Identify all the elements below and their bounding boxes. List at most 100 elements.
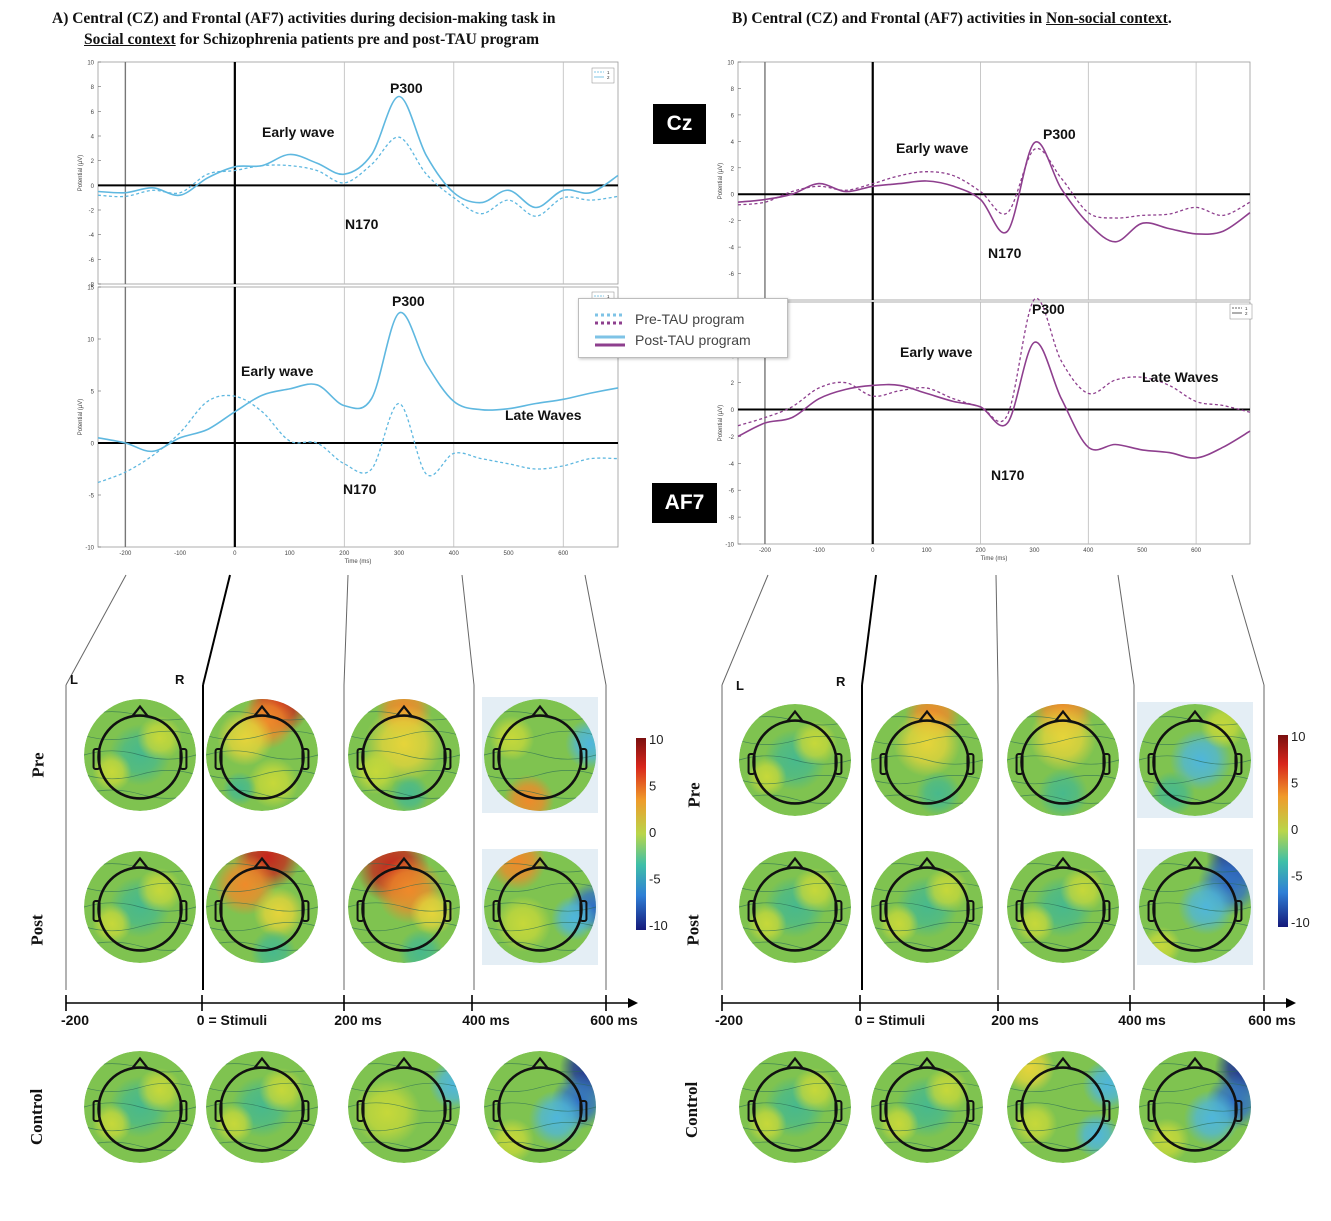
topomap-contour: [739, 882, 851, 892]
topomap-fill: [206, 699, 318, 811]
topomap-blob: [1015, 904, 1055, 944]
topomap-blob: [214, 853, 276, 916]
head-outline: [1152, 866, 1238, 952]
zoom-guide-line: [1231, 574, 1265, 686]
topomap-contour: [1139, 755, 1251, 765]
topomap-fill: [739, 1051, 851, 1163]
colorbar-b: 10 5 0 -5 -10: [1278, 729, 1310, 930]
topomap-contour: [1139, 1082, 1251, 1092]
chart-annotation: P300: [390, 80, 423, 96]
topomap-blob: [353, 1079, 421, 1147]
topomap-blob: [489, 715, 535, 761]
head-nose: [1186, 709, 1204, 723]
head-right-ear: [1102, 900, 1111, 922]
topomap-blob: [896, 1076, 958, 1138]
topomap-base: [484, 851, 596, 963]
chart-y-tick: 2: [731, 166, 735, 172]
topomap-fill: [1139, 851, 1251, 963]
chart-annotation: Early wave: [896, 140, 969, 156]
head-left-ear: [879, 753, 888, 775]
topomap-blob: [551, 1073, 596, 1130]
timeline-label: -200: [715, 1012, 743, 1028]
electrode-af7-label: AF7: [664, 491, 705, 514]
topomap-blob: [137, 867, 183, 913]
topomap-fill: [1007, 1051, 1119, 1163]
head-outline: [497, 1066, 583, 1152]
electrode-cz-label: Cz: [666, 112, 693, 135]
topomap-blob: [489, 851, 546, 891]
topomap-blob: [1029, 704, 1097, 772]
topomap-contour: [1139, 863, 1251, 873]
topomap-contour: [484, 863, 596, 873]
topomap-contour: [348, 941, 460, 951]
colorbar-rect: [636, 738, 646, 930]
topomap-contour: [84, 750, 196, 760]
head-right-ear: [1102, 753, 1111, 775]
chart-x-tick: 400: [449, 551, 460, 557]
head-outline: [752, 719, 838, 805]
topomap-contour: [206, 922, 318, 932]
topomap-fill: [739, 704, 851, 816]
panel-a-heading-line2: for Schizophrenia patients pre and post-…: [175, 31, 539, 48]
head-left-ear: [492, 900, 501, 922]
head-outline: [1152, 719, 1238, 805]
topomap-contour: [348, 750, 460, 760]
topomap-base: [1139, 704, 1251, 816]
topomap-blob: [214, 1104, 254, 1144]
hemisphere-label: R: [175, 672, 185, 687]
topomap-b-r2-c0: [739, 1051, 851, 1163]
colorbar-tick-label: 0: [649, 825, 656, 840]
topomap-blob: [747, 904, 787, 944]
topomap-blob: [1032, 876, 1094, 938]
chart-mini-legend: [591, 67, 615, 84]
topomap-blob: [1074, 1112, 1119, 1158]
topomap-blob: [503, 774, 554, 811]
topomap-blob: [1169, 729, 1232, 791]
series-pre-line: [97, 136, 619, 217]
topomap-contour: [348, 1122, 460, 1132]
topomap-contour: [206, 730, 318, 740]
topomap-contour: [739, 1141, 851, 1151]
series-post-line: [97, 311, 619, 453]
series-post-line: [737, 141, 1251, 243]
topomap-contour: [1139, 922, 1251, 932]
head-nose: [131, 1056, 149, 1070]
topomap-a-r1-c2: [348, 851, 460, 963]
topomap-b-r2-c1: [871, 1051, 983, 1163]
chart-x-tick: 500: [1137, 548, 1148, 554]
chart-frame: [737, 61, 1251, 301]
timeline-label: 400 ms: [1118, 1012, 1166, 1028]
topomap-b-r0-c1: [871, 704, 983, 816]
topomap-blob: [409, 890, 455, 935]
head-right-ear: [301, 900, 310, 922]
panel-b-heading-prefix: B) Central (CZ) and Frontal (AF7) activi…: [732, 10, 1046, 27]
topomap-blob: [137, 715, 183, 761]
topomap-blob: [1183, 1090, 1240, 1147]
topomap-blob: [250, 929, 296, 963]
head-outline: [497, 714, 583, 800]
chart-y-tick: -8: [89, 283, 95, 289]
chart-y-tick: 2: [731, 381, 735, 387]
topomap-blob: [234, 851, 302, 891]
chart-A-AF7: 15 10 5 0 -5 -10 Potential (µV) -200 -100 0 100 200…: [78, 286, 619, 565]
head-right-ear: [1102, 1100, 1111, 1122]
topomap-contour: [348, 1141, 460, 1151]
head-outline: [497, 866, 583, 952]
topomap-base: [484, 699, 596, 811]
head-right-ear: [834, 753, 843, 775]
head-nose: [253, 704, 271, 718]
head-left-ear: [747, 1100, 756, 1122]
topomap-contour: [1007, 735, 1119, 745]
colorbar-a: 10 5 0 -5 -10: [636, 732, 668, 933]
chart-x-tick: 0: [233, 551, 237, 557]
topomap-contour: [484, 711, 596, 721]
panel-a-heading-context: Social context: [84, 31, 176, 48]
topomap-blob: [1007, 1051, 1055, 1094]
head-nose: [531, 856, 549, 870]
panel-b-heading-context: Non-social context: [1046, 10, 1168, 27]
topomap-contour: [84, 863, 196, 873]
head-right-ear: [1234, 900, 1243, 922]
topomap-contour: [206, 1063, 318, 1073]
head-right-ear: [179, 1100, 188, 1122]
head-left-ear: [214, 900, 223, 922]
